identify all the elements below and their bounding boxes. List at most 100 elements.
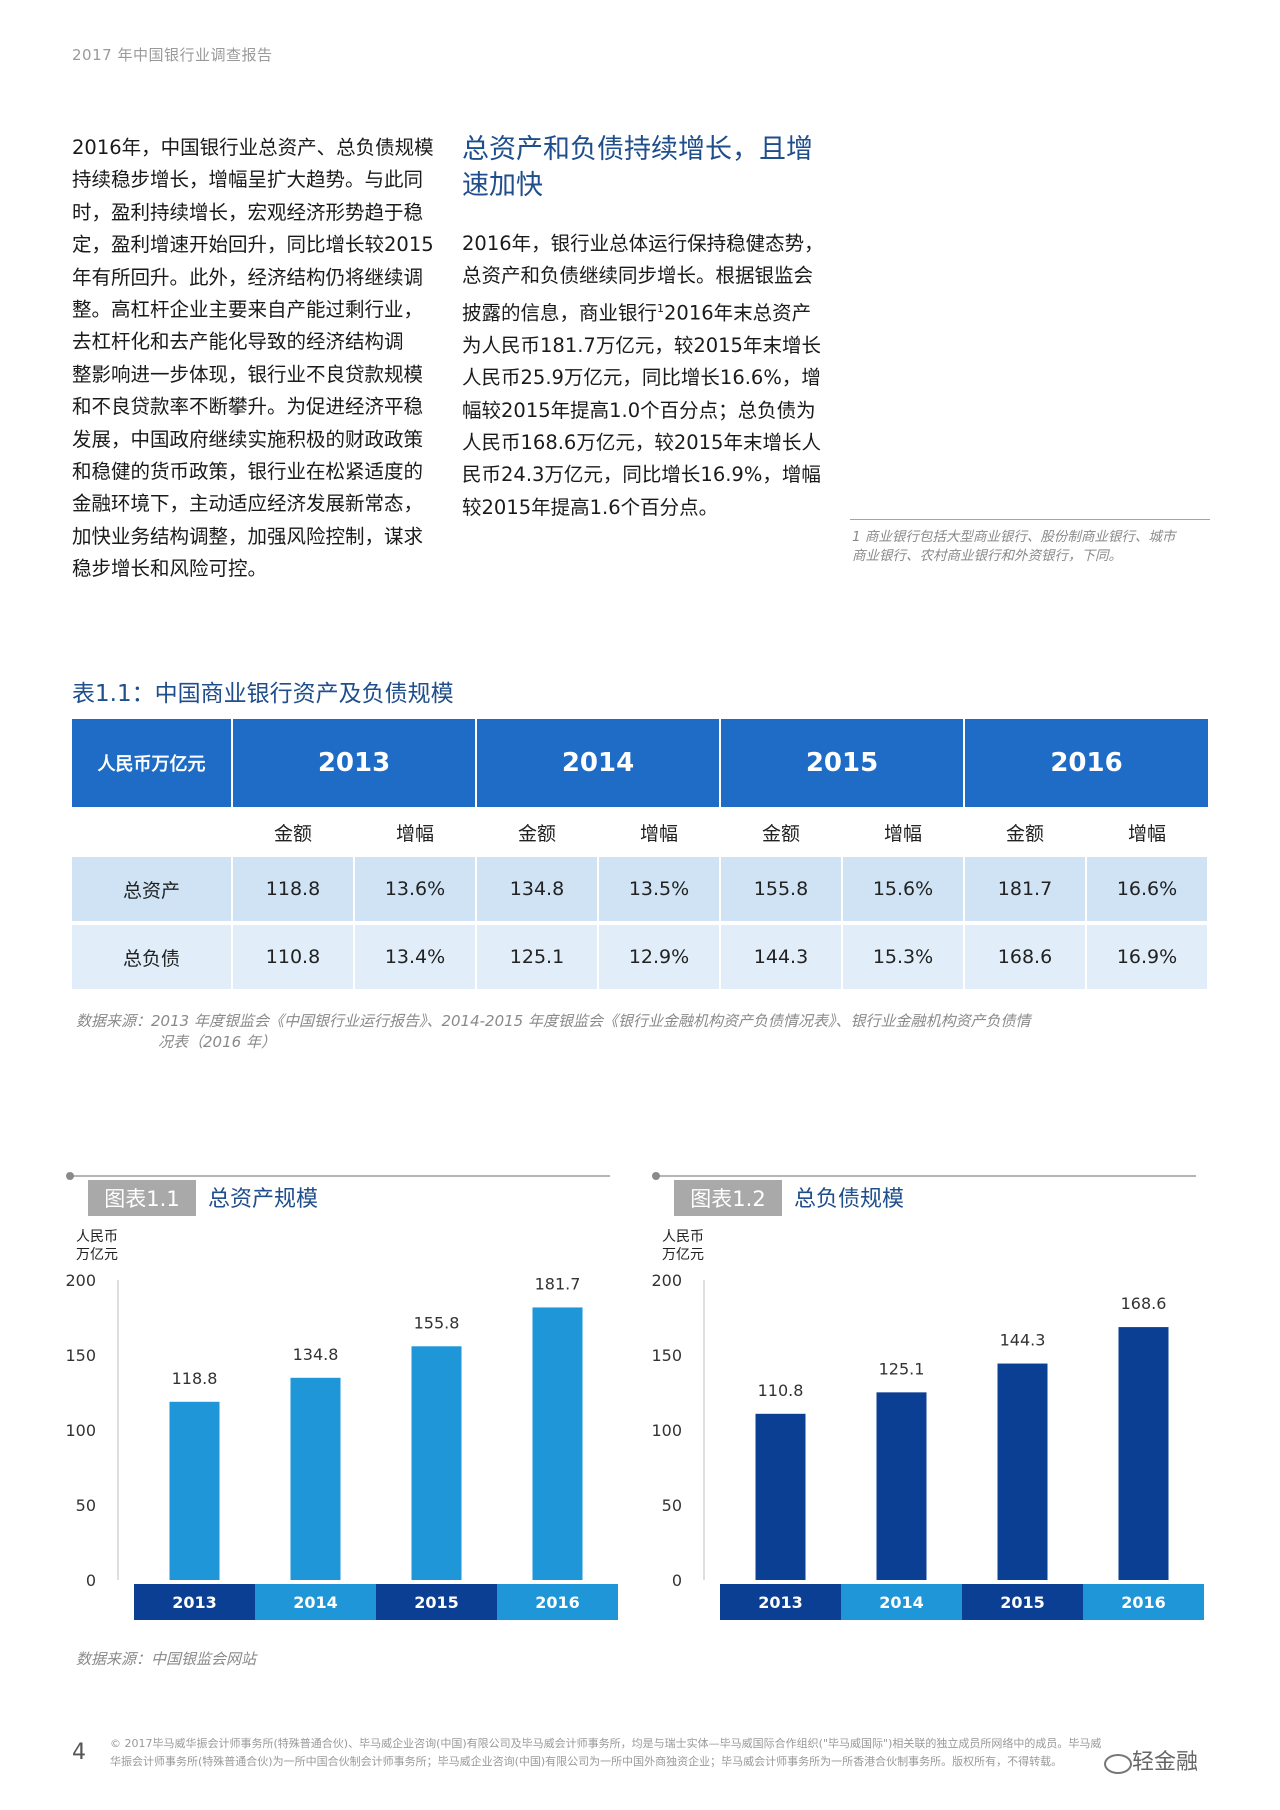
bar bbox=[411, 1346, 462, 1580]
text-line: 较2015年提高1.6个百分点。 bbox=[462, 495, 719, 519]
text-line: 去杠杆化和去产能化导致的经济结构调 bbox=[72, 330, 404, 354]
table-title: 表1.1：中国商业银行资产及负债规模 bbox=[72, 681, 454, 707]
category-box bbox=[962, 1584, 1083, 1620]
footnote: 1 商业银行包括大型商业银行、股份制商业银行、城市 商业银行、农村商业银行和外资银… bbox=[852, 528, 1212, 566]
text-line: 民币24.3万亿元，同比增长16.9%，增幅 bbox=[462, 463, 821, 487]
x-tick-label: 2015 bbox=[1000, 1593, 1045, 1612]
text-line: 2016年，中国银行业总资产、总负债规模 bbox=[72, 136, 434, 159]
table-cell: 118.8 bbox=[232, 857, 355, 925]
table-cell: 15.3% bbox=[842, 923, 965, 989]
growth-header: 增幅 bbox=[598, 807, 720, 857]
text-line: 稳步增长和风险可控。 bbox=[72, 557, 268, 581]
category-box bbox=[1083, 1584, 1204, 1620]
table-row: 总资产 118.8 13.6% 134.8 13.5% 155.8 15.6% … bbox=[72, 857, 1209, 925]
text-line: 持续稳步增长，增幅呈扩大趋势。与此同 bbox=[72, 168, 424, 192]
table-cell: 13.4% bbox=[354, 923, 477, 989]
table-cell: 13.6% bbox=[354, 857, 477, 925]
table-cell: 125.1 bbox=[476, 923, 599, 989]
copyright-footer: © 2017毕马威华振会计师事务所(特殊普通合伙)、毕马威企业咨询(中国)有限公… bbox=[110, 1737, 1102, 1768]
amount-header: 金额 bbox=[720, 807, 842, 857]
bar-value-label: 125.1 bbox=[879, 1359, 925, 1378]
unit-header: 人民币万亿元 bbox=[72, 719, 233, 807]
table-cell: 13.5% bbox=[598, 857, 721, 925]
year-header: 2015 bbox=[720, 719, 965, 807]
y-axis-label: 人民币 bbox=[662, 1229, 704, 1245]
amount-header: 金额 bbox=[232, 807, 354, 857]
heading-line: 总资产和负债持续增长，且增 bbox=[462, 134, 813, 165]
text-line: 总资产和负债继续同步增长。根据银监会 bbox=[462, 264, 814, 288]
row-label: 总负债 bbox=[72, 923, 233, 989]
table-cell: 16.6% bbox=[1086, 857, 1209, 925]
text-line: 幅较2015年提高1.0个百分点；总负债为 bbox=[462, 398, 816, 422]
bar bbox=[876, 1392, 927, 1580]
wechat-icon bbox=[1104, 1754, 1132, 1774]
table-cell: 15.6% bbox=[842, 857, 965, 925]
text-line: 时，盈利持续增长，宏观经济形势趋于稳 bbox=[72, 200, 424, 224]
bar-value-label: 134.8 bbox=[293, 1345, 339, 1364]
amount-header: 金额 bbox=[964, 807, 1086, 857]
x-tick-label: 2014 bbox=[879, 1593, 924, 1612]
y-axis-label: 万亿元 bbox=[76, 1247, 118, 1263]
x-tick-label: 2014 bbox=[293, 1593, 338, 1612]
y-tick-label: 200 bbox=[651, 1271, 682, 1290]
bar bbox=[169, 1401, 220, 1580]
category-box bbox=[255, 1584, 376, 1620]
y-tick-label: 150 bbox=[651, 1346, 682, 1365]
category-box bbox=[376, 1584, 497, 1620]
table-cell: 12.9% bbox=[598, 923, 721, 989]
growth-header: 增幅 bbox=[1086, 807, 1208, 857]
year-header: 2016 bbox=[964, 719, 1208, 807]
bar bbox=[755, 1413, 806, 1580]
chart-header-dot bbox=[652, 1172, 660, 1180]
y-tick-label: 200 bbox=[65, 1271, 96, 1290]
text-line: 和不良贷款率不断攀升。为促进经济平稳 bbox=[72, 395, 424, 419]
chart-header-dot bbox=[66, 1172, 74, 1180]
table-cell: 16.9% bbox=[1086, 923, 1209, 989]
bar-value-label: 181.7 bbox=[535, 1274, 581, 1293]
text-line: 为人民币181.7万亿元，较2015年末增长 bbox=[462, 333, 821, 357]
superscript-line: 披露的信息，商业银行12016年末总资产 bbox=[462, 301, 812, 325]
year-header: 2014 bbox=[476, 719, 721, 807]
bar bbox=[1118, 1327, 1169, 1580]
row-label: 总资产 bbox=[72, 857, 233, 925]
text-line: 整影响进一步体现，银行业不良贷款规模 bbox=[72, 362, 424, 386]
y-tick-label: 0 bbox=[86, 1571, 96, 1590]
year-header-row: 人民币万亿元 2013 2014 2015 2016 bbox=[72, 719, 1208, 807]
year-header: 2013 bbox=[232, 719, 477, 807]
y-tick-label: 100 bbox=[65, 1421, 96, 1440]
chart-tag-bg bbox=[674, 1180, 782, 1216]
heading-line: 速加快 bbox=[462, 170, 543, 201]
growth-header: 增幅 bbox=[354, 807, 476, 857]
y-axis-label: 万亿元 bbox=[662, 1247, 704, 1263]
chart-title: 总资产规模 bbox=[208, 1187, 318, 1212]
chart-tag-bg bbox=[88, 1180, 196, 1216]
asset-liability-table: 人民币万亿元 2013 2014 2015 2016 金额 增幅 金额 增幅 金… bbox=[72, 719, 1209, 989]
table-cell: 168.6 bbox=[964, 923, 1087, 989]
chart-tag: 图表1.2 bbox=[690, 1187, 765, 1211]
bar bbox=[290, 1377, 341, 1580]
chart-title: 总负债规模 bbox=[794, 1187, 904, 1212]
bar-value-label: 144.3 bbox=[1000, 1331, 1046, 1350]
x-tick-label: 2016 bbox=[1121, 1593, 1166, 1612]
empty-header bbox=[72, 807, 232, 857]
y-axis-label: 人民币 bbox=[76, 1229, 118, 1245]
y-tick-label: 150 bbox=[65, 1346, 96, 1365]
table-cell: 110.8 bbox=[232, 923, 355, 989]
bar-value-label: 168.6 bbox=[1121, 1294, 1167, 1313]
category-box bbox=[497, 1584, 618, 1620]
bar bbox=[997, 1363, 1048, 1580]
x-tick-label: 2013 bbox=[758, 1593, 803, 1612]
table-cell: 134.8 bbox=[476, 857, 599, 925]
text-line: 定，盈利增速开始回升，同比增长较2015 bbox=[72, 233, 434, 257]
footnote-line: 商业银行、农村商业银行和外资银行，下同。 bbox=[852, 548, 1122, 564]
y-tick-label: 50 bbox=[76, 1496, 96, 1515]
table-cell: 155.8 bbox=[720, 857, 843, 925]
text-line: 人民币168.6万亿元，较2015年末增长人 bbox=[462, 430, 821, 454]
category-box bbox=[841, 1584, 962, 1620]
table-row: 总负债 110.8 13.4% 125.1 12.9% 144.3 15.3% … bbox=[72, 923, 1209, 989]
text-line: 金融环境下，主动适应经济发展新常态， bbox=[72, 492, 424, 516]
chart-tag: 图表1.1 bbox=[104, 1187, 179, 1211]
y-tick-label: 100 bbox=[651, 1421, 682, 1440]
